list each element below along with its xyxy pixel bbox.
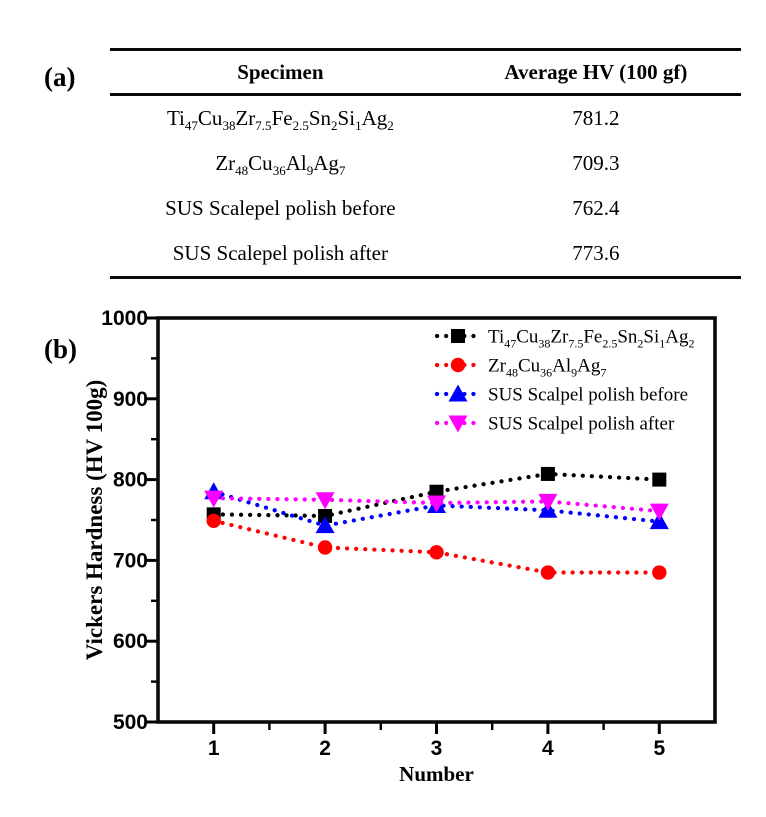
legend-marker (451, 329, 465, 343)
table-row: Ti47Cu38Zr7.5Fe2.5Sn2Si1Ag2 781.2 (110, 96, 741, 141)
panel-b-label: (b) (44, 334, 77, 364)
data-point (206, 513, 221, 529)
y-tick-label: 600 (113, 630, 148, 653)
legend-entry: SUS Scalpel polish after (434, 414, 675, 435)
x-tick-label: 4 (542, 737, 554, 760)
data-point (649, 512, 669, 530)
data-point (540, 466, 555, 481)
data-point (649, 503, 669, 521)
y-tick-label: 700 (113, 549, 148, 572)
hardness-table: Specimen Average HV (100 gf) Ti47Cu38Zr7… (110, 48, 741, 279)
table-row: Zr48Cu36Al9Ag7 709.3 (110, 141, 741, 186)
x-tick-label: 2 (319, 737, 331, 760)
data-point (652, 565, 667, 580)
table-header-specimen: Specimen (237, 59, 324, 84)
legend-entry: Zr48Cu36Al9Ag7 (434, 356, 606, 380)
series-circle (206, 513, 667, 580)
data-point (540, 565, 556, 580)
series-triangle-down (204, 490, 669, 521)
data-point (429, 545, 444, 560)
x-tick-label: 5 (653, 737, 665, 760)
specimen-cell: Zr48Cu36Al9Ag7 (215, 151, 346, 179)
legend-entry: SUS Scalpel polish before (434, 384, 688, 406)
average-hv-cell: 709.3 (572, 151, 620, 175)
data-point (317, 540, 333, 555)
legend-label: Zr48Cu36Al9Ag7 (488, 356, 606, 380)
y-tick-label: 1000 (101, 307, 148, 330)
table-header-row: Specimen Average HV (100 gf) (110, 51, 741, 96)
legend-marker (448, 415, 468, 433)
average-hv-cell: 781.2 (572, 106, 620, 130)
data-point (427, 495, 446, 513)
table-header-average-hv: Average HV (100 gf) (504, 59, 688, 84)
legend-marker (448, 384, 468, 402)
y-tick-label: 900 (113, 388, 148, 411)
plot-frame (156, 316, 717, 724)
legend: Ti47Cu38Zr7.5Fe2.5Sn2Si1Ag2 Zr48Cu36Al9Ag… (434, 327, 695, 435)
data-point (315, 516, 335, 534)
data-point (318, 508, 333, 523)
legend-entry: Ti47Cu38Zr7.5Fe2.5Sn2Si1Ag2 (434, 327, 695, 351)
average-hv-cell: 762.4 (572, 196, 620, 220)
specimen-cell: Ti47Cu38Zr7.5Fe2.5Sn2Si1Ag2 (166, 106, 394, 134)
series-line (211, 496, 662, 514)
y-axis-title: Vickers Hardness (HV 100g) (82, 380, 107, 660)
data-point (315, 492, 335, 510)
data-point (204, 490, 224, 508)
data-point (538, 493, 558, 511)
legend-label: SUS Scalpel polish after (488, 414, 675, 435)
data-point (652, 472, 667, 487)
legend-marker (450, 357, 466, 373)
specimen-cell: SUS Scalepel polish after (172, 241, 388, 265)
table-row: SUS Scalepel polish after 773.6 (110, 231, 741, 276)
legend-label: SUS Scalpel polish before (488, 385, 688, 406)
specimen-cell: SUS Scalepel polish before (165, 196, 396, 220)
x-tick-label: 1 (208, 737, 220, 760)
average-hv-cell: 773.6 (572, 241, 620, 265)
x-tick-label: 3 (431, 737, 443, 760)
panel-a-label: (a) (44, 62, 76, 92)
data-point (429, 484, 444, 499)
y-tick-label: 800 (113, 469, 148, 492)
legend-label: Ti47Cu38Zr7.5Fe2.5Sn2Si1Ag2 (488, 327, 695, 351)
axes: 500 600 700 800 900 1000 1 2 3 4 5 (101, 307, 665, 760)
table-row: SUS Scalepel polish before 762.4 (110, 186, 741, 231)
table-body: Ti47Cu38Zr7.5Fe2.5Sn2Si1Ag2 781.2 Zr48Cu36… (110, 96, 741, 276)
y-tick-label: 500 (113, 711, 148, 734)
x-axis-title: Number (399, 762, 474, 786)
